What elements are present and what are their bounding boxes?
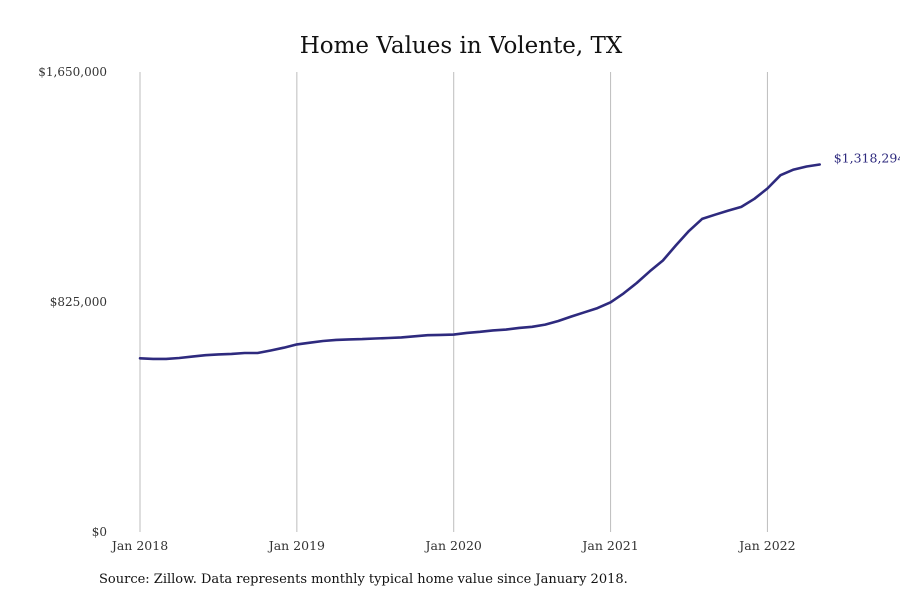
series-end-value-label: $1,318,294 xyxy=(834,150,900,165)
chart-title: Home Values in Volente, TX xyxy=(300,33,623,59)
y-tick-label: $0 xyxy=(92,525,107,539)
source-note: Source: Zillow. Data represents monthly … xyxy=(99,572,628,587)
y-axis-tick-labels: $0 $825,000 $1,650,000 xyxy=(38,65,107,539)
y-tick-label: $825,000 xyxy=(50,295,107,309)
series-line-0 xyxy=(138,163,821,361)
x-tick-label: Jan 2021 xyxy=(580,538,638,553)
x-tick-label: Jan 2018 xyxy=(110,538,168,553)
x-tick-label: Jan 2020 xyxy=(424,538,482,553)
x-axis-tick-labels: Jan 2018 Jan 2019 Jan 2020 Jan 2021 Jan 2022 xyxy=(110,538,796,553)
x-tick-label: Jan 2019 xyxy=(267,538,325,553)
x-tick-label: Jan 2022 xyxy=(737,538,795,553)
series-layer: $1,318,294 xyxy=(138,150,900,361)
vertical-gridlines xyxy=(139,72,768,532)
y-tick-label: $1,650,000 xyxy=(38,65,107,79)
